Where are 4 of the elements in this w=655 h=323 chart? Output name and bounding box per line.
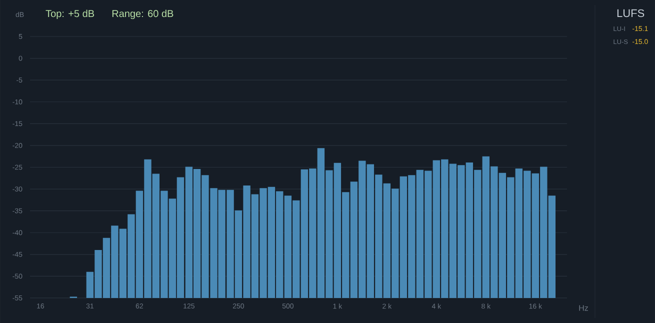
chart-subtitle: Range: 60 dB — [112, 10, 174, 20]
x-axis-title: Hz — [579, 305, 588, 311]
chart-title: Top: +5 dB — [46, 10, 94, 20]
text: LUFS — [617, 9, 644, 18]
